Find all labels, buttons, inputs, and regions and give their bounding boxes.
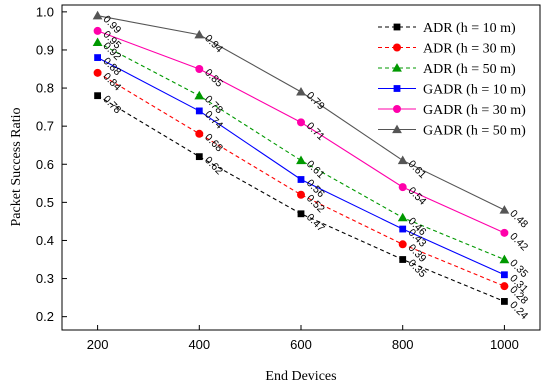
data-point [500,228,509,237]
legend-marker [393,105,401,113]
data-point [195,107,203,115]
legend-item: ADR (h = 50 m) [378,62,516,77]
legend-label: GADR (h = 50 m) [423,124,526,139]
y-tick-label: 0.5 [36,195,54,210]
series-line [97,95,505,302]
data-point [399,256,407,263]
y-tick-label: 0.7 [36,119,54,134]
data-point [296,86,306,96]
data-point [296,155,306,165]
data-point [297,190,305,199]
legend-label: ADR (h = 50 m) [423,62,516,77]
x-tick-label: 600 [290,337,312,352]
legend-marker [392,63,402,72]
legend-marker [392,124,402,134]
data-point [297,176,305,183]
x-tick-label: 200 [87,337,109,352]
legend-item: GADR (h = 30 m) [378,103,526,118]
y-axis-label: Packet Success Ratio [9,108,24,227]
data-point [499,254,510,264]
data-point [94,92,101,100]
x-axis-label: End Devices [265,369,336,384]
legend: ADR (h = 10 m) ADR (h = 30 m) ADR (h = 50 … [378,21,526,139]
data-label: 0.48 [507,208,530,231]
data-label: 0.47 [304,211,327,234]
legend-item: GADR (h = 50 m) [378,124,526,139]
data-label: 0.61 [406,158,429,181]
data-point [501,298,508,305]
y-tick-label: 0.4 [36,233,54,248]
axis-ticks: 200 400 600 800 1000 0.2 0.3 0.4 0.5 0.6 0.7 0.8 0.9… [36,4,519,352]
data-point [92,37,103,47]
data-label: 0.42 [507,230,530,253]
data-point [194,90,205,100]
data-label: 0.79 [304,90,327,113]
y-tick-label: 0.2 [36,309,54,324]
data-point [195,65,204,74]
data-point [93,26,102,35]
data-point [397,155,408,165]
legend-marker [393,23,401,31]
y-tick-label: 1.0 [36,4,54,19]
y-tick-label: 0.3 [36,271,54,286]
data-label: 0.68 [202,131,225,154]
data-point [500,282,509,291]
data-point [501,271,508,279]
legend-label: ADR (h = 10 m) [423,21,516,36]
legend-item: ADR (h = 10 m) [378,21,516,36]
data-point [399,225,407,233]
series-line [97,41,505,261]
legend-label: GADR (h = 10 m) [423,83,526,98]
data-point [195,129,204,138]
legend-item: ADR (h = 30 m) [378,42,516,57]
x-tick-label: 800 [392,337,414,352]
data-label: 0.61 [304,158,327,181]
data-label: 0.71 [304,120,327,143]
data-point [297,118,305,127]
data-label: 0.62 [202,154,225,177]
data-label: 0.85 [202,67,225,90]
data-point [93,68,102,77]
legend-marker [393,43,401,52]
data-point [94,54,101,61]
legend-item: GADR (h = 10 m) [378,83,526,98]
data-point [398,183,407,192]
y-tick-label: 0.8 [36,81,54,96]
data-point [194,29,205,39]
data-label: 0.78 [100,93,123,116]
data-point [92,10,103,20]
y-tick-label: 0.6 [36,157,54,172]
data-point [297,210,305,218]
data-point [195,153,203,161]
data-label: 0.74 [202,109,225,132]
series-layer: 0.780.620.470.350.240.840.680.520.390.28… [92,10,530,322]
x-tick-label: 1000 [490,337,519,352]
data-label: 0.94 [202,32,225,55]
x-tick-label: 400 [188,337,210,352]
data-label: 0.54 [406,185,429,208]
y-tick-label: 0.9 [36,42,54,57]
data-point [398,240,407,249]
data-point [499,205,510,214]
legend-label: GADR (h = 30 m) [423,103,526,118]
legend-marker [393,85,401,92]
series-line [97,72,505,287]
legend-label: ADR (h = 30 m) [423,42,516,57]
data-point [397,212,408,222]
